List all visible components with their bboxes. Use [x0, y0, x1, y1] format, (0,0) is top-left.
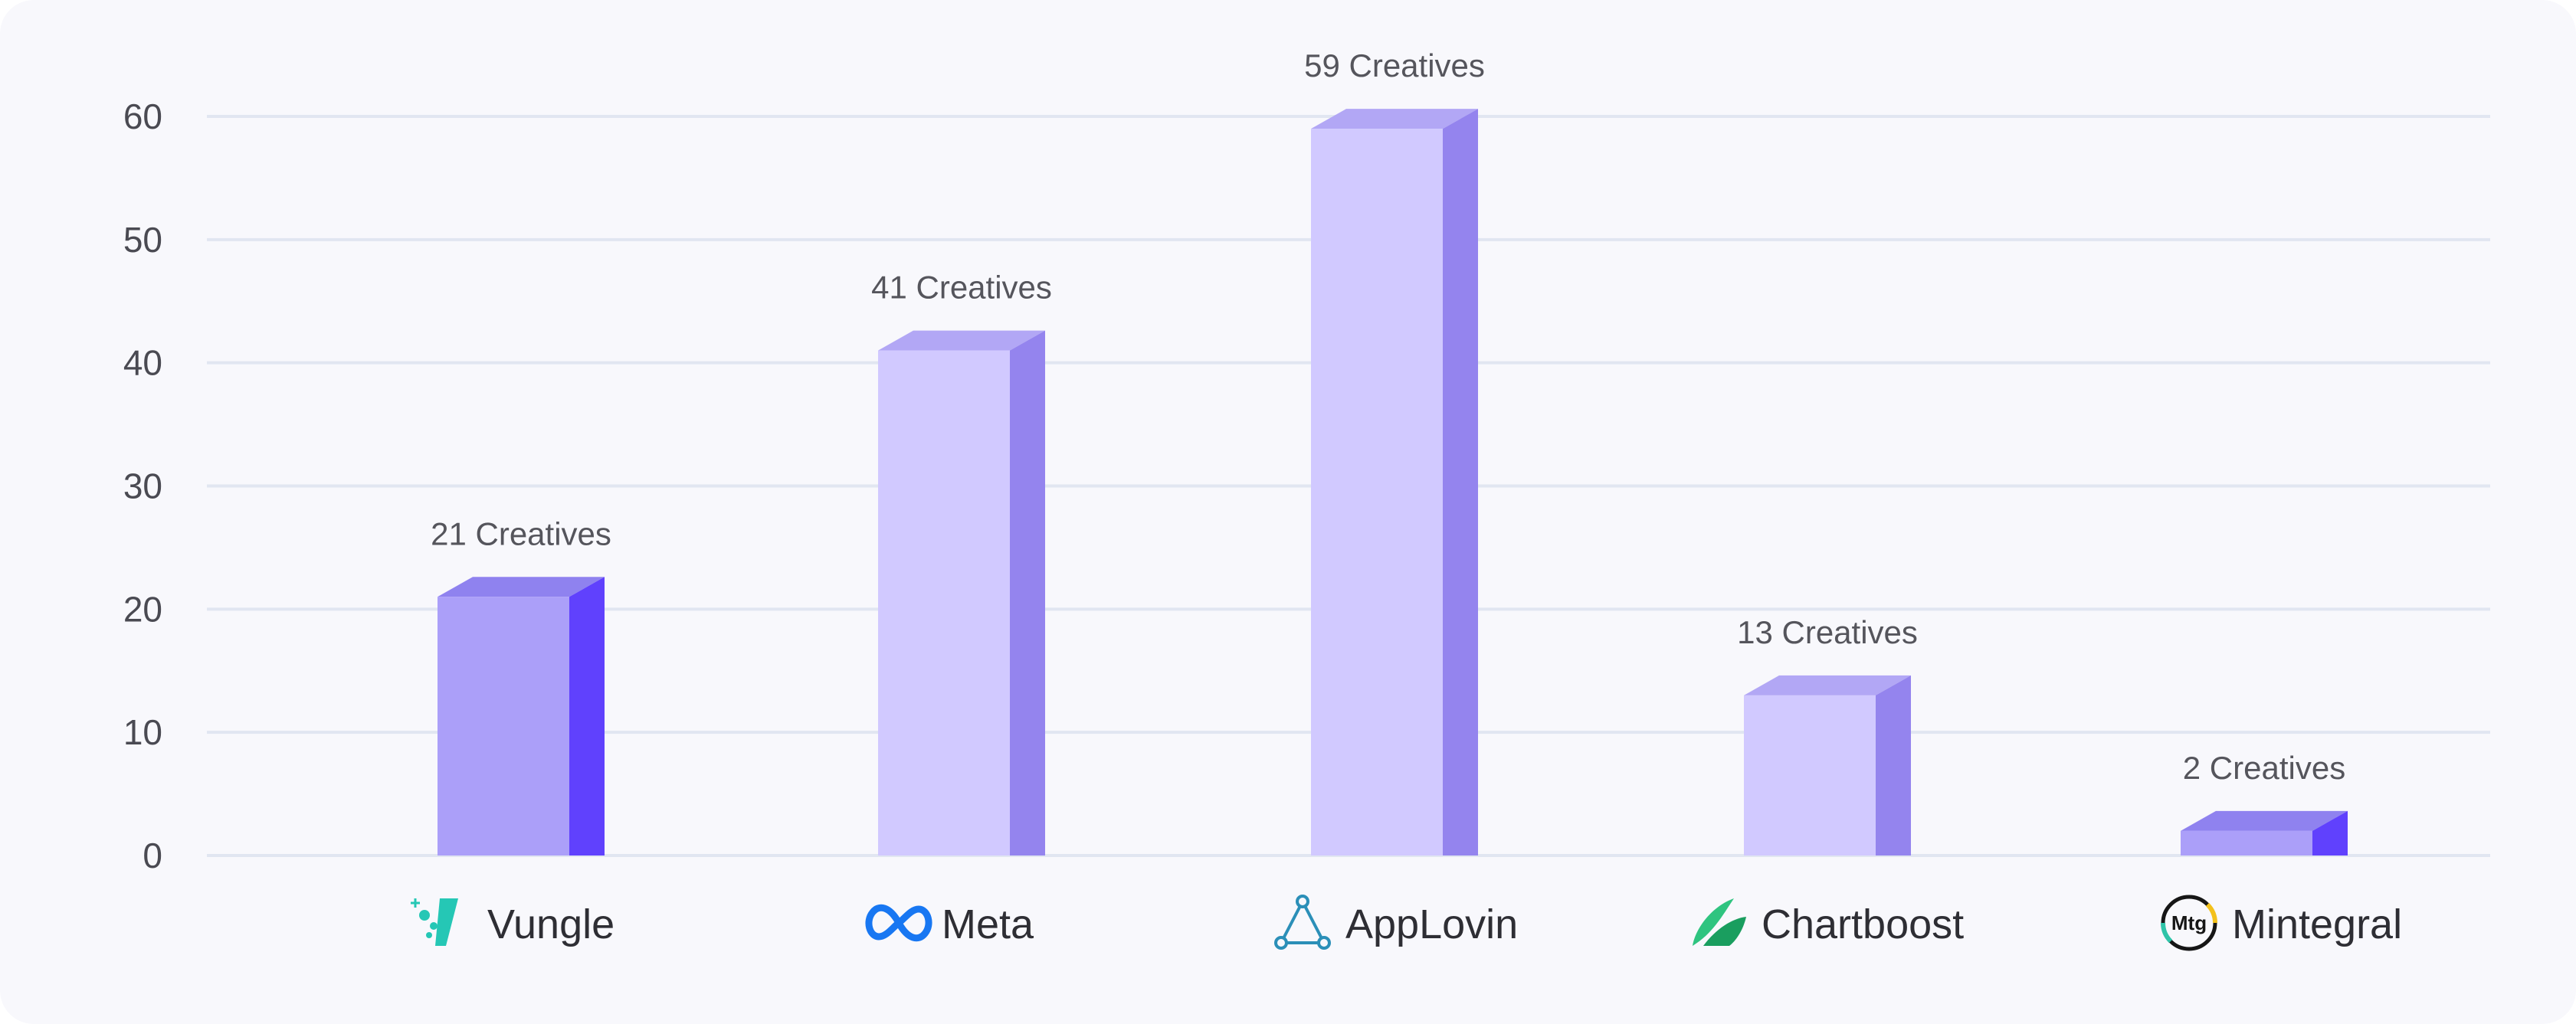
x-category-mintegral: Mtg Mintegral [2161, 895, 2402, 951]
x-category-vungle: Vungle [411, 898, 615, 947]
y-tick-label: 0 [143, 836, 162, 875]
chartboost-logo-icon [1693, 898, 1746, 946]
bar-side-face [1010, 330, 1045, 856]
y-tick-label: 60 [123, 97, 162, 136]
applovin-triangle [1280, 900, 1326, 944]
mintegral-arc [2161, 922, 2173, 944]
data-labels: 21 Creatives 41 Creatives 59 Creatives 13 C… [431, 47, 2345, 786]
mintegral-logo-text: Mtg [2171, 911, 2207, 934]
y-tick-label: 30 [123, 466, 162, 506]
bar-chartboost [1744, 675, 1911, 856]
mintegral-logo-icon: Mtg [2161, 895, 2217, 951]
vungle-spark [411, 898, 420, 908]
bar-side-face [2312, 810, 2348, 856]
x-tick-label: Mintegral [2232, 901, 2402, 947]
bar-side-face [569, 577, 605, 856]
bar-meta [878, 330, 1045, 856]
bar-top-face [2181, 810, 2348, 831]
x-tick-label: Meta [942, 901, 1034, 947]
x-tick-label: AppLovin [1345, 901, 1518, 947]
data-label: 41 Creatives [871, 270, 1052, 306]
bar-mintegral [2181, 810, 2348, 856]
chartboost-leaf [1693, 898, 1734, 946]
vungle-dot [426, 932, 432, 938]
applovin-node [1317, 936, 1331, 950]
meta-logo-icon [865, 904, 932, 942]
bar-front-face [2181, 830, 2312, 856]
x-tick-label: Chartboost [1762, 901, 1964, 947]
mintegral-arc [2205, 902, 2217, 924]
y-tick-label: 50 [123, 220, 162, 260]
y-tick-label: 40 [123, 343, 162, 383]
y-axis-ticks: 0 10 20 30 40 50 60 [123, 97, 162, 875]
bars [438, 109, 2348, 856]
bar-front-face [1744, 695, 1876, 856]
y-tick-label: 10 [123, 712, 162, 752]
applovin-node [1274, 936, 1288, 950]
bar-vungle [438, 577, 605, 856]
chartboost-leaf [1703, 917, 1746, 946]
x-category-chartboost: Chartboost [1693, 898, 1964, 947]
bar-front-face [1311, 129, 1443, 856]
bar-front-face [878, 350, 1010, 856]
x-category-meta: Meta [865, 901, 1034, 947]
applovin-node [1296, 895, 1309, 908]
bar-side-face [1443, 109, 1478, 856]
data-label: 13 Creatives [1737, 614, 1918, 650]
data-label: 59 Creatives [1304, 47, 1485, 83]
data-label: 2 Creatives [2183, 750, 2345, 786]
data-label: 21 Creatives [431, 515, 611, 551]
bar-front-face [438, 597, 569, 856]
bar-top-face [1311, 109, 1478, 129]
bar-applovin [1311, 109, 1478, 856]
x-category-applovin: AppLovin [1274, 895, 1518, 950]
vungle-dot [419, 910, 430, 921]
bar-side-face [1876, 675, 1911, 856]
y-tick-label: 20 [123, 589, 162, 629]
vungle-dot [430, 922, 438, 930]
x-tick-label: Vungle [487, 901, 615, 947]
vungle-stroke [435, 898, 458, 946]
bar-top-face [438, 577, 605, 597]
bar-top-face [1744, 675, 1911, 695]
bar-top-face [878, 330, 1045, 351]
vungle-logo-icon [411, 898, 458, 946]
x-axis-categories: Vungle Meta AppLovin Chartboost Mtg Mintegral [411, 895, 2402, 951]
applovin-logo-icon [1274, 895, 1331, 950]
meta-infinity [865, 904, 932, 942]
